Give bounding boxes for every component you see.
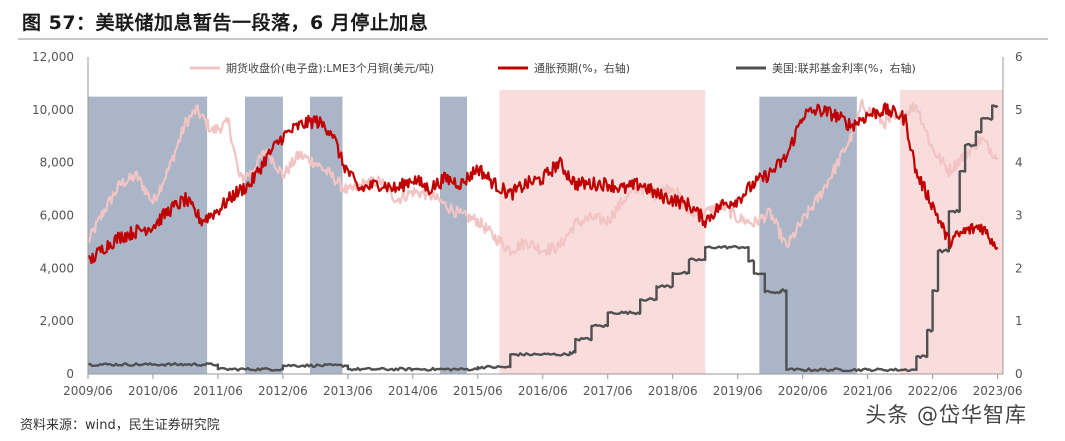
page-title: 图 57：美联储加息暂告一段落，6 月停止加息 <box>22 12 429 34</box>
watermark: 头条 @岱华智库 <box>865 403 1027 427</box>
shaded-periods <box>88 90 1003 375</box>
legend: 期货收盘价(电子盘):LME3个月铜(美元/吨) 通胀预期(%，右轴) 美国:联邦基… <box>190 61 916 75</box>
y-right-tick-label: 2 <box>1015 261 1023 275</box>
x-tick-label: 2011/06 <box>193 384 243 398</box>
source-note: 资料来源：wind，民生证券研究院 <box>20 418 220 433</box>
x-tick-label: 2018/06 <box>648 384 698 398</box>
shade-period-4 <box>439 96 467 374</box>
legend-item-copper: 期货收盘价(电子盘):LME3个月铜(美元/吨) <box>190 61 434 75</box>
title-divider <box>18 38 1048 40</box>
x-tick-label: 2021/06 <box>843 384 893 398</box>
x-tick-label: 2015/06 <box>453 384 503 398</box>
x-tick-label: 2009/06 <box>63 384 113 398</box>
y-left-tick-label: 2,000 <box>40 314 74 328</box>
legend-label: 通胀预期(%，右轴) <box>534 61 630 75</box>
series-line-fed-funds-rate <box>87 104 999 373</box>
y-left-tick-label: 12,000 <box>32 50 74 64</box>
y-right-tick-label: 4 <box>1015 156 1023 170</box>
x-tick-label: 2016/06 <box>518 384 568 398</box>
shade-period-2 <box>245 96 283 374</box>
y-right-tick-label: 0 <box>1015 367 1023 381</box>
y-right-tick-label: 5 <box>1015 103 1023 117</box>
legend-item-inflation-expectation: 通胀预期(%，右轴) <box>498 61 630 75</box>
x-tick-label: 2010/06 <box>128 384 178 398</box>
chart-area: 0 2,000 4,000 6,000 8,000 10,000 12,000 0 1 2 3 4 5 6… <box>0 40 1065 400</box>
legend-label: 期货收盘价(电子盘):LME3个月铜(美元/吨) <box>226 61 434 75</box>
axes: 0 2,000 4,000 6,000 8,000 10,000 12,000 0 1 2 3 4 5 6… <box>32 50 1023 398</box>
x-tick-label: 2014/06 <box>388 384 438 398</box>
shade-period-6 <box>759 96 857 374</box>
series-lines <box>87 98 999 373</box>
x-tick-label: 2012/06 <box>258 384 308 398</box>
legend-item-fed-funds-rate: 美国:联邦基金利率(%，右轴) <box>736 61 916 75</box>
legend-label: 美国:联邦基金利率(%，右轴) <box>772 61 916 75</box>
line-chart: 0 2,000 4,000 6,000 8,000 10,000 12,000 0 1 2 3 4 5 6… <box>32 50 1023 398</box>
y-left-tick-label: 0 <box>66 367 74 381</box>
y-left-tick-label: 8,000 <box>40 156 74 170</box>
x-tick-label: 2020/06 <box>778 384 828 398</box>
y-left-tick-label: 4,000 <box>40 261 74 275</box>
shade-period-5 <box>499 90 706 375</box>
y-right-tick-label: 3 <box>1015 209 1023 223</box>
y-left-tick-label: 10,000 <box>32 103 74 117</box>
x-tick-label: 2023/06 <box>973 384 1023 398</box>
y-left-tick-label: 6,000 <box>40 209 74 223</box>
series-line-copper <box>87 98 999 257</box>
shade-period-1 <box>88 96 208 374</box>
x-tick-label: 2019/06 <box>713 384 763 398</box>
y-right-tick-label: 1 <box>1015 314 1023 328</box>
shade-period-3 <box>309 96 343 374</box>
x-tick-label: 2013/06 <box>323 384 373 398</box>
x-tick-label: 2017/06 <box>583 384 633 398</box>
y-right-tick-label: 6 <box>1015 50 1023 64</box>
series-line-inflation-expectation <box>87 102 999 265</box>
x-tick-label: 2022/06 <box>908 384 958 398</box>
